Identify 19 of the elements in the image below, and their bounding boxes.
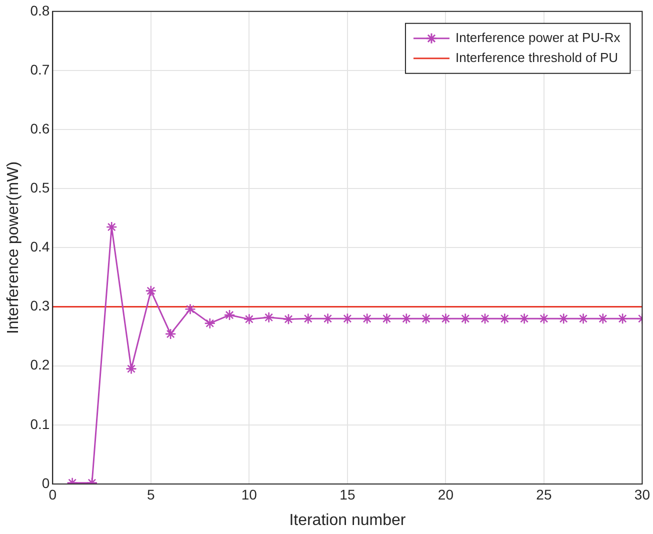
x-tick-label: 30 <box>634 486 650 502</box>
y-tick-label: 0 <box>42 474 50 491</box>
y-tick-label: 0.7 <box>30 61 50 78</box>
x-tick-label: 20 <box>438 486 454 502</box>
x-axis-title: Iteration number <box>289 512 406 529</box>
y-tick-label: 0.8 <box>30 2 50 18</box>
y-tick-label: 0.1 <box>30 416 50 432</box>
y-tick-label: 0.3 <box>30 298 50 314</box>
x-tick-label: 25 <box>536 486 552 502</box>
y-tick-label: 0.2 <box>30 356 50 373</box>
legend-label: Interference power at PU-Rx <box>455 30 621 45</box>
x-tick-label: 5 <box>147 486 156 502</box>
x-tick-label: 15 <box>340 486 356 502</box>
y-axis-title: Interference power(mW) <box>5 161 22 334</box>
y-tick-label: 0.4 <box>30 238 50 255</box>
y-tick-label: 0.6 <box>30 120 50 136</box>
x-tick-label: 10 <box>241 486 258 502</box>
y-tick-label: 0.5 <box>30 179 50 196</box>
legend-label: Interference threshold of PU <box>455 50 618 65</box>
